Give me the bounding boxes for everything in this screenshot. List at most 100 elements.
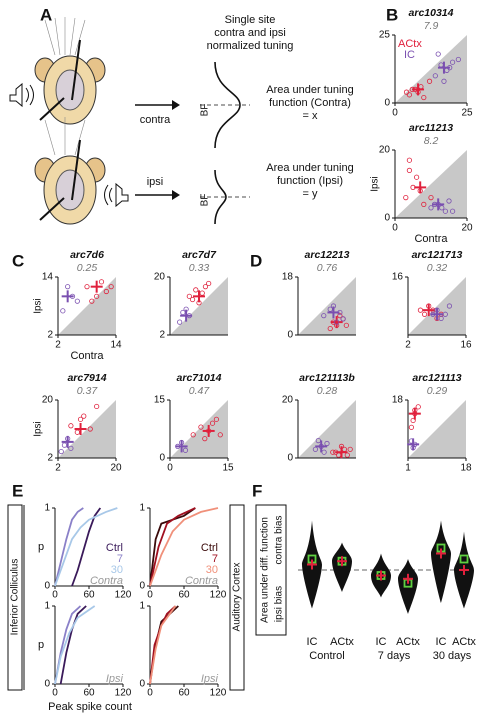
point <box>415 404 421 410</box>
point <box>442 311 448 317</box>
y-tick-label: 16 <box>392 272 404 283</box>
violin <box>431 520 451 603</box>
cdf-line <box>71 507 102 587</box>
heading: normalized tuning <box>207 40 294 52</box>
x-axis-label: Contra <box>70 350 104 362</box>
y-tick-label: 18 <box>282 272 294 283</box>
legend-entry: Ctrl <box>201 542 218 554</box>
panel-title: arc121713 <box>412 249 463 261</box>
x-tick-label: 0 <box>147 688 153 699</box>
y-tick-label: 1 <box>44 503 50 514</box>
point <box>426 78 433 84</box>
panel-value: 7.9 <box>424 20 439 32</box>
point <box>58 448 64 455</box>
description: = x <box>303 110 318 122</box>
median-marker <box>459 554 469 564</box>
point <box>199 290 205 296</box>
x-tick-label: 2 <box>405 340 411 351</box>
x-tick-label: 16 <box>460 340 472 351</box>
x-tick-label: 20 <box>461 223 473 234</box>
legend-entry: IC <box>404 49 415 61</box>
point <box>446 198 452 204</box>
cdf-line <box>149 507 219 587</box>
panel-value: 0.28 <box>317 385 338 397</box>
x-tick-label: 0 <box>392 223 398 234</box>
y-tick-label: 0 <box>139 581 145 592</box>
cdf-line <box>149 605 177 685</box>
description: function (Ipsi) <box>277 175 343 187</box>
group-label: 30 days <box>433 650 472 662</box>
point <box>449 208 456 214</box>
point <box>108 284 114 290</box>
unity-region <box>58 277 116 335</box>
point <box>449 59 456 65</box>
legend-entry: 7 <box>212 553 218 565</box>
side-box <box>229 504 245 691</box>
point <box>198 424 204 430</box>
cdf-line <box>149 605 177 685</box>
violin <box>332 542 352 592</box>
point <box>68 423 74 429</box>
unity-region <box>408 277 466 335</box>
heading: Single site <box>225 14 276 26</box>
condition-label: Contra <box>185 575 218 587</box>
panel-a-illustration <box>9 17 250 690</box>
y-tick-label: 0 <box>384 98 390 109</box>
y-axis-label: Ipsi <box>33 298 44 314</box>
x-tick-label: 20 <box>110 463 122 474</box>
description: function (Contra) <box>269 97 351 109</box>
legend-entry: 30 <box>206 564 218 576</box>
x-tick-label: 120 <box>210 688 227 699</box>
side-label: Inferior Colliculus <box>10 559 21 636</box>
point <box>417 307 424 313</box>
panel-value: 0.29 <box>427 385 448 397</box>
point <box>413 174 420 180</box>
point <box>327 325 333 332</box>
y-tick-label: 25 <box>379 30 391 41</box>
side-box <box>7 504 23 691</box>
y-tick-label: 0 <box>159 453 165 464</box>
point <box>74 298 80 304</box>
panel-title: arc7914 <box>67 372 106 384</box>
side-label: Auditory Cortex <box>232 563 243 632</box>
point <box>190 432 196 438</box>
point <box>103 288 109 295</box>
y-tick-label: 18 <box>392 395 404 406</box>
point <box>446 303 453 309</box>
unity-region <box>298 400 356 458</box>
point <box>94 403 100 410</box>
panel-label: C <box>12 251 24 270</box>
point <box>202 284 209 290</box>
x-tick-label: 60 <box>83 688 95 699</box>
panel-value: 0.33 <box>189 262 210 274</box>
unity-region <box>170 400 228 458</box>
legend-entry: 7 <box>117 553 123 565</box>
point <box>87 426 93 432</box>
mouse-bottom <box>34 117 129 225</box>
point <box>410 417 416 424</box>
panel-value: 0.76 <box>317 262 338 274</box>
bias-label: contra bias <box>274 516 285 565</box>
arrow-label: ipsi <box>147 176 164 188</box>
point <box>421 311 428 317</box>
point <box>455 56 461 63</box>
point <box>213 416 219 422</box>
point <box>84 284 90 290</box>
point <box>186 293 192 299</box>
legend-entry: 30 <box>111 564 123 576</box>
cdf-line <box>149 507 196 587</box>
x-tick-label: 120 <box>115 688 132 699</box>
bf-label: BF <box>200 104 211 117</box>
x-tick-label: IC <box>307 636 318 648</box>
y-axis-label: Ipsi <box>370 176 381 192</box>
point <box>408 424 415 430</box>
arrow-label: contra <box>140 114 171 126</box>
description: = y <box>303 188 318 200</box>
y-axis-label: Ipsi <box>33 421 44 437</box>
y-tick-label: 20 <box>379 145 391 156</box>
point <box>403 195 409 201</box>
point <box>77 416 84 422</box>
panel-title: arc71014 <box>177 372 222 384</box>
unity-region <box>58 400 116 458</box>
